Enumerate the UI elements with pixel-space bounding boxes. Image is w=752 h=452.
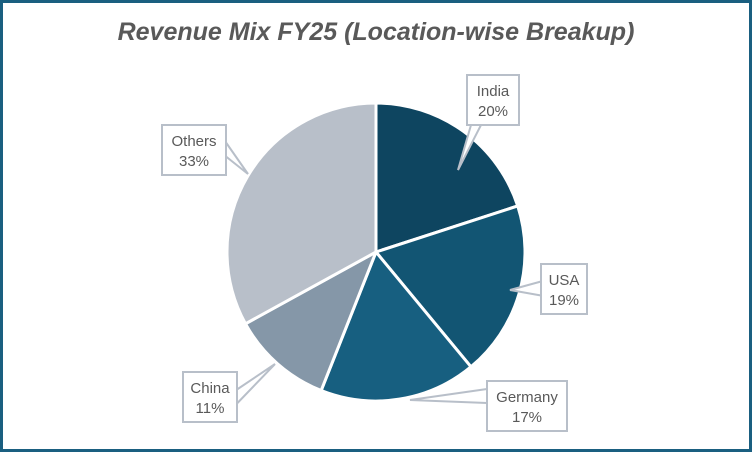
pie-slice-usa[interactable]	[374, 204, 527, 369]
callout-box	[486, 380, 568, 432]
pie-slices	[225, 101, 527, 403]
data-label-india: India 20%	[457, 74, 520, 171]
data-label-usa: USA 19%	[509, 263, 588, 315]
pie-slice-china[interactable]	[243, 250, 378, 393]
pie-slice-germany[interactable]	[319, 250, 473, 403]
callout-box	[466, 74, 520, 126]
callout-value: 17%	[512, 409, 542, 426]
callout-pointer	[509, 280, 542, 297]
callout-category: USA	[549, 272, 580, 289]
callout-pointer	[236, 363, 276, 405]
data-label-others: Others 33%	[161, 124, 249, 176]
pie-slice-others[interactable]	[225, 101, 378, 326]
callout-value: 11%	[196, 400, 225, 417]
callout-pointer	[457, 124, 482, 171]
callout-category: Germany	[496, 389, 558, 406]
callout-value: 19%	[549, 292, 579, 309]
callout-pointer	[409, 388, 488, 404]
data-label-germany: Germany 17%	[409, 380, 568, 432]
data-label-callouts: India 20% USA 19% Germany 17% China 11% Others 33…	[161, 74, 588, 432]
callout-category: India	[477, 83, 510, 100]
callout-box	[161, 124, 227, 176]
callout-value: 33%	[179, 153, 209, 170]
callout-category: Others	[171, 133, 216, 150]
callout-category: China	[190, 380, 230, 397]
chart-title: Revenue Mix FY25 (Location-wise Breakup)	[117, 18, 635, 46]
callout-pointer	[225, 141, 249, 175]
callout-box	[540, 263, 588, 315]
pie-slice-india[interactable]	[374, 101, 520, 254]
callout-box	[182, 371, 238, 423]
callout-value: 20%	[478, 103, 508, 120]
data-label-china: China 11%	[182, 363, 276, 423]
